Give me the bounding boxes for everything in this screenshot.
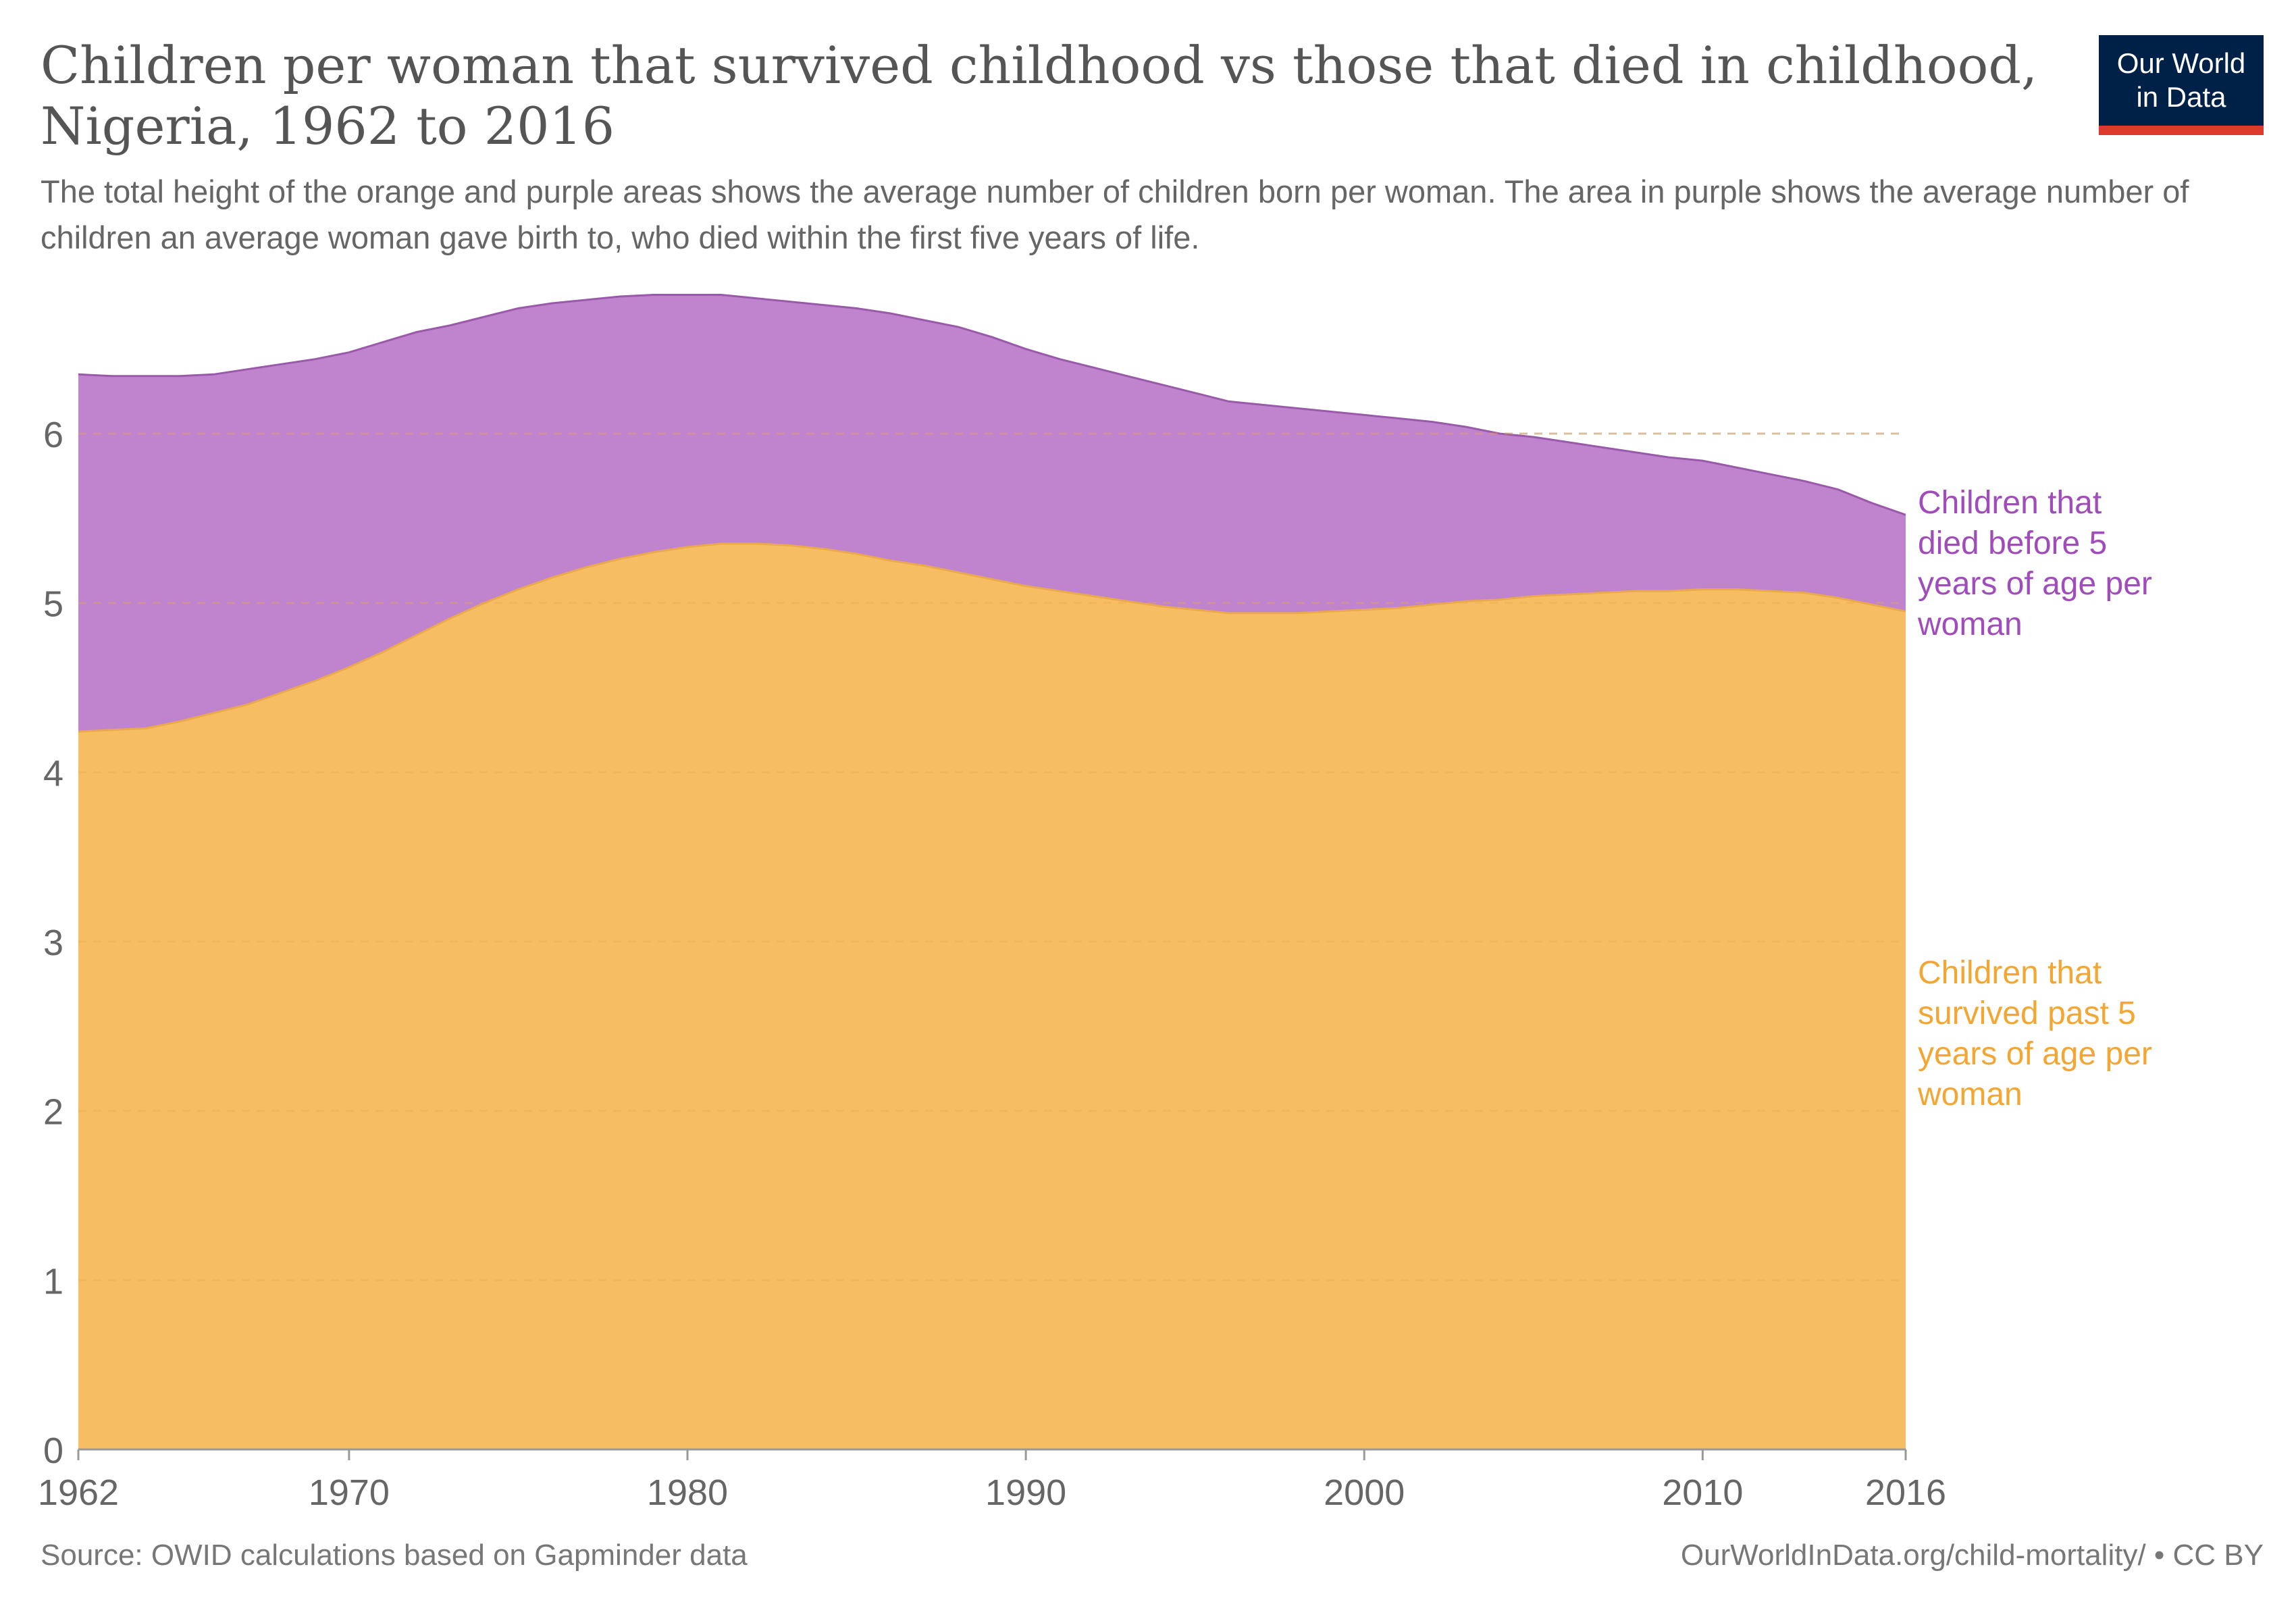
label-died-line-4: woman (1917, 607, 2023, 642)
x-tick-label-2000: 2000 (1324, 1472, 1405, 1513)
label-died: Children that died before 5 years of age p… (1917, 485, 2152, 642)
label-survived-line-1: Children that (1918, 955, 2102, 991)
owid-logo[interactable]: Our World in Data (2099, 35, 2264, 135)
x-tick-label-1962: 1962 (38, 1472, 119, 1513)
series-labels: Children that died before 5 years of age p… (1917, 485, 2152, 1112)
x-tick-label-2010: 2010 (1662, 1472, 1743, 1513)
source-note: Source: OWID calculations based on Gapmi… (41, 1539, 748, 1572)
line-died (78, 294, 1906, 516)
x-tick-label-2016: 2016 (1865, 1472, 1946, 1513)
area-layer (78, 294, 1906, 1449)
y-tick-label-4: 4 (43, 753, 63, 794)
label-died-line-1: Children that (1918, 485, 2102, 521)
line-survived (78, 542, 1906, 733)
x-tick-label-1980: 1980 (647, 1472, 728, 1513)
overlay-grid-lines (78, 432, 1906, 1281)
y-tick-label-0: 0 (43, 1431, 63, 1471)
label-died-line-3: years of age per (1918, 566, 2152, 602)
label-survived: Children that survived past 5 years of age… (1917, 955, 2152, 1112)
y-tick-label-2: 2 (43, 1092, 63, 1133)
logo-line-1: Our World (2116, 47, 2246, 79)
chart-subtitle: The total height of the orange and purpl… (41, 174, 2189, 255)
chart-title: Children per woman that survived childho… (41, 35, 2038, 156)
label-survived-line-3: years of age per (1918, 1036, 2152, 1072)
source-url[interactable]: OurWorldInData.org/child-mortality/ • CC… (1680, 1539, 2264, 1572)
area-survived (78, 543, 1906, 1449)
y-tick-label-3: 3 (43, 923, 63, 963)
y-tick-label-1: 1 (43, 1261, 63, 1302)
y-tick-label-5: 5 (43, 584, 63, 625)
logo-line-2: in Data (2136, 81, 2226, 113)
axis-layer: 0 1 2 3 4 5 6 1962 1970 1980 1990 2000 2010 2016 (38, 415, 1946, 1513)
area-died (78, 294, 1906, 732)
x-tick-label-1970: 1970 (309, 1472, 390, 1513)
label-survived-line-4: woman (1917, 1077, 2023, 1112)
label-died-line-2: died before 5 (1918, 525, 2107, 561)
label-survived-line-2: survived past 5 (1918, 996, 2136, 1031)
x-tick-label-1990: 1990 (985, 1472, 1066, 1513)
y-tick-label-6: 6 (43, 415, 63, 455)
